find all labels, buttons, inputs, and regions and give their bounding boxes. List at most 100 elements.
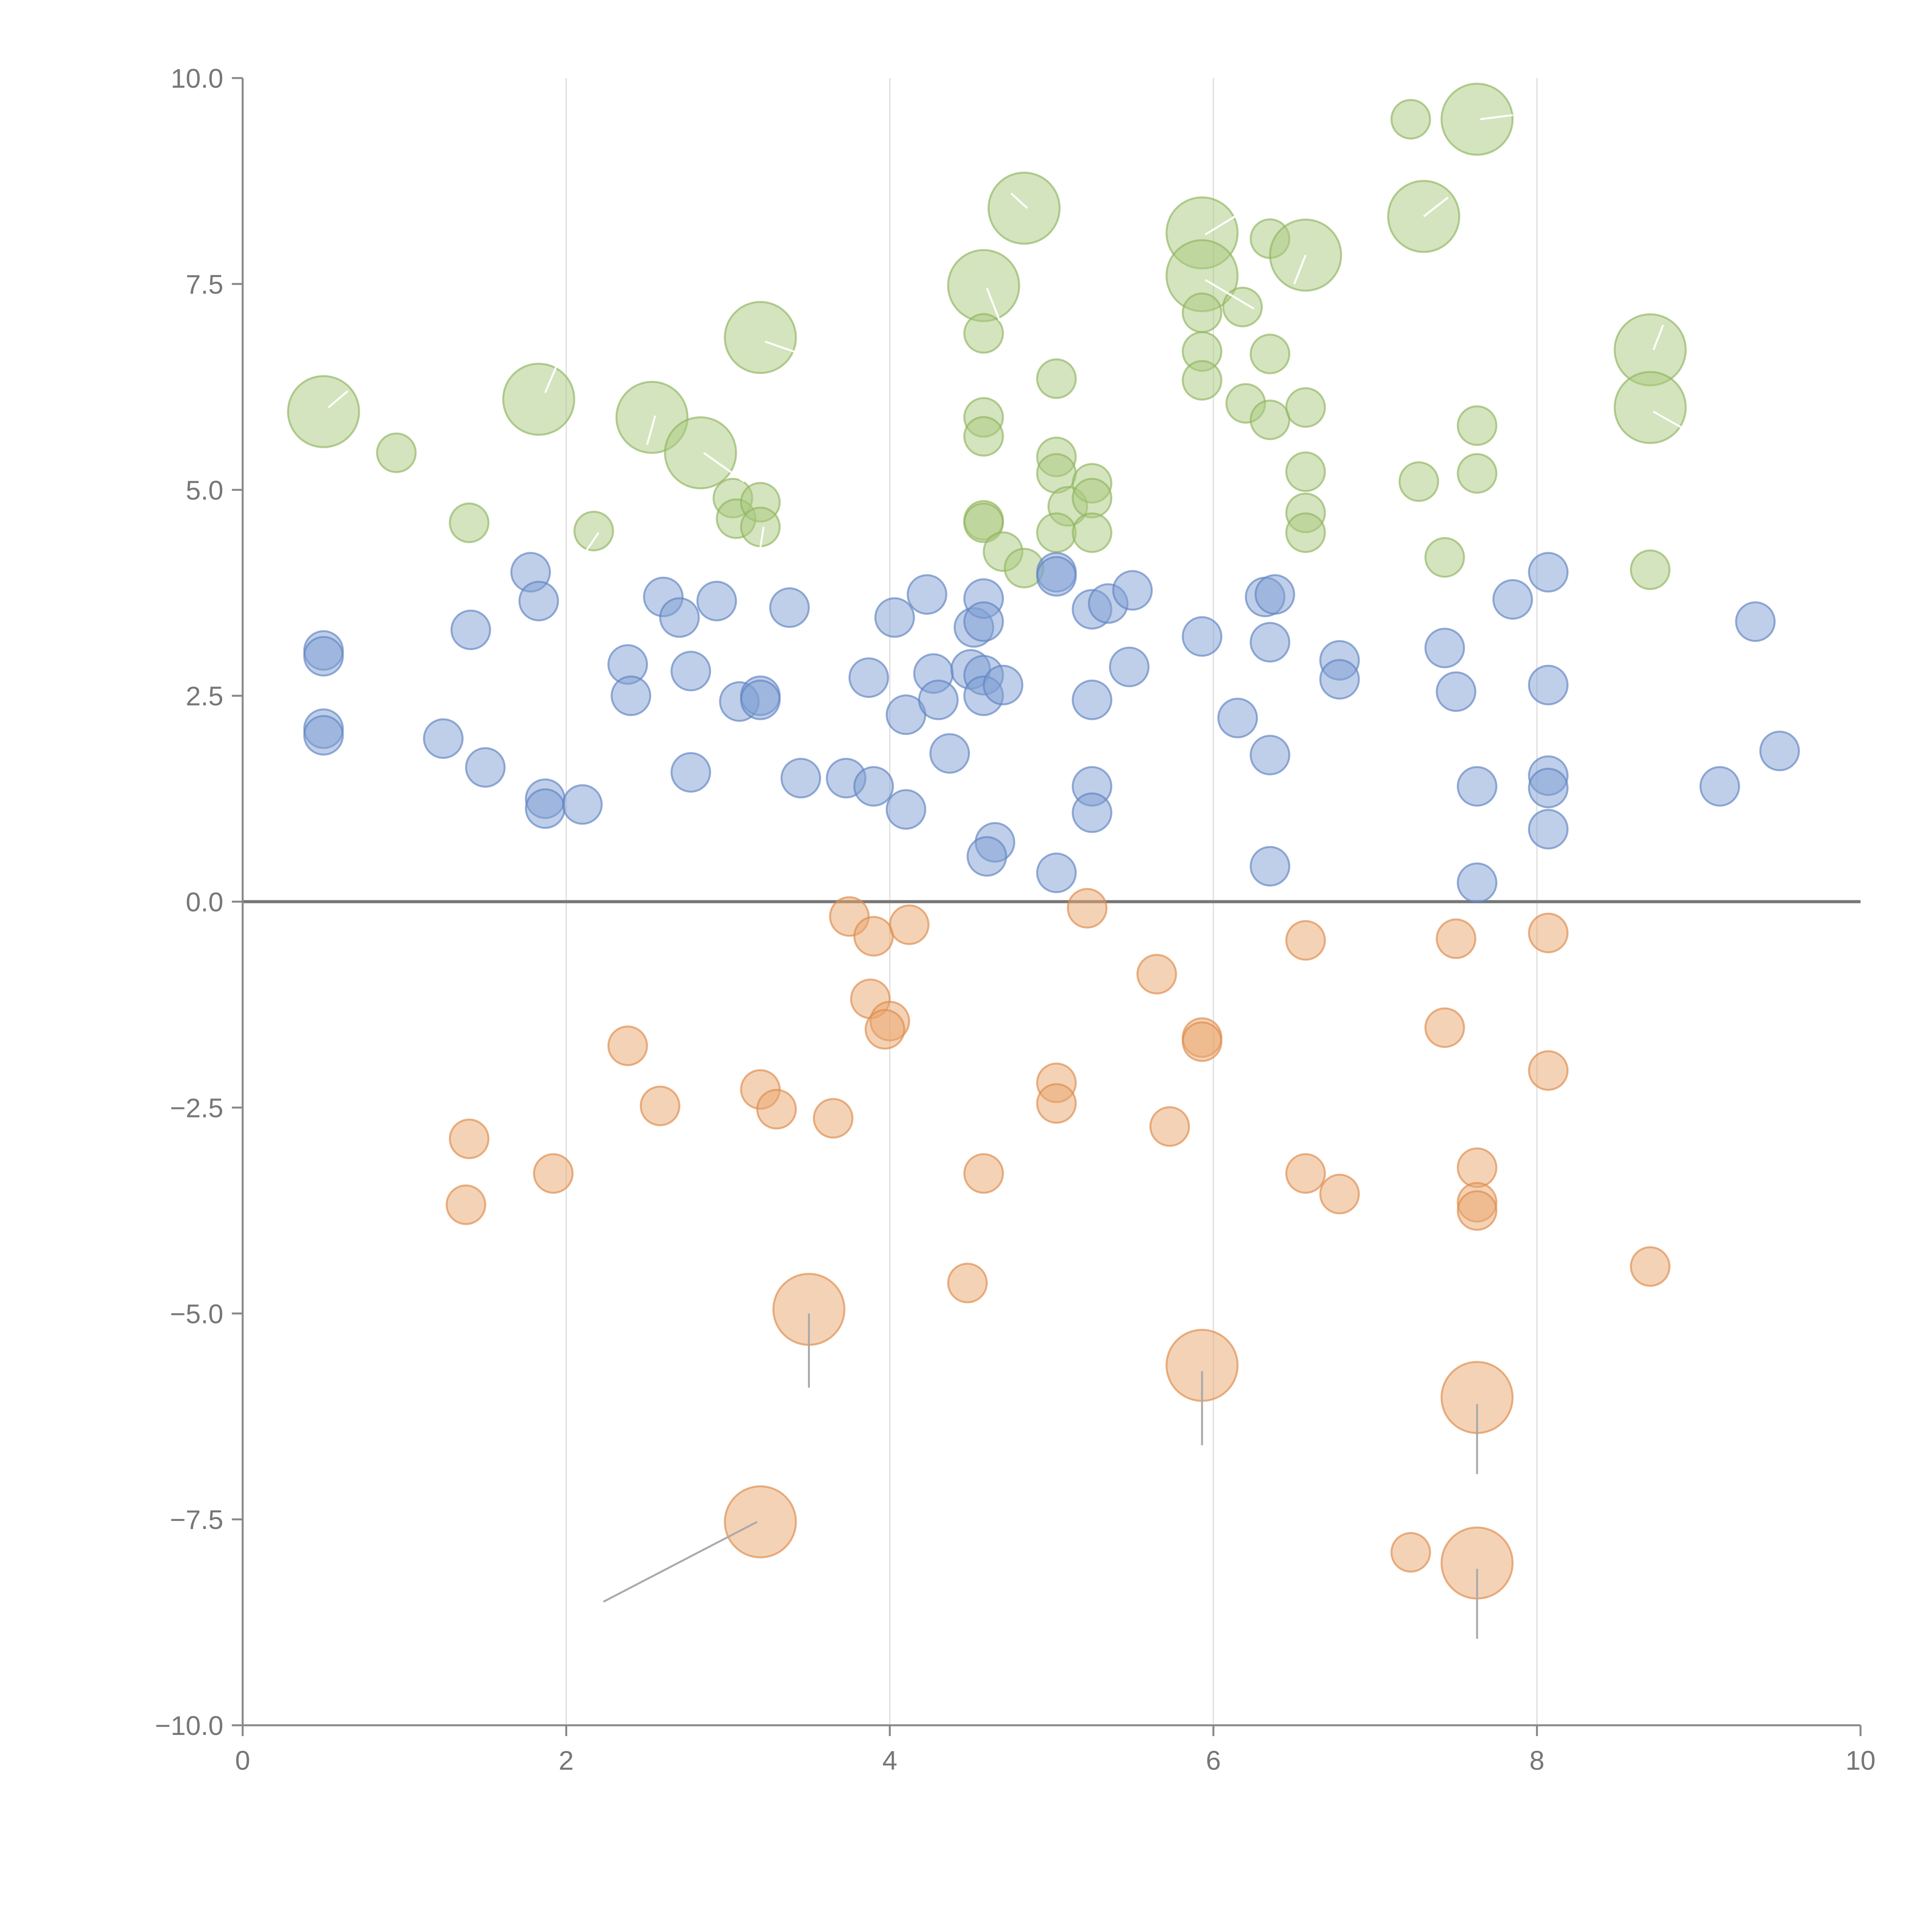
green-bubble: [1285, 512, 1326, 553]
green-bubble: [376, 432, 417, 473]
leader-line: [1652, 325, 1664, 350]
blue-bubble: [963, 601, 1004, 642]
orange-bubble: [1457, 1147, 1498, 1188]
axes: [232, 77, 1862, 1736]
leader-line: [986, 287, 1001, 321]
blue-bubble: [670, 651, 711, 692]
tick-labels: −10.0 −7.5 −5.0 −2.5 0.0 2.5 5.0 7.5 10.0 0 2 4 6 8 10: [155, 63, 1876, 1776]
blue-bubble: [781, 758, 821, 799]
green-bubble: [963, 416, 1004, 457]
orange-bubble: [607, 1026, 648, 1066]
y-tick-label: 7.5: [186, 269, 223, 299]
green-bubble: [1398, 461, 1439, 502]
green-bubble: [449, 502, 490, 543]
green-bubble: [1071, 512, 1112, 553]
green-bubble: [1390, 99, 1431, 140]
blue-bubble: [670, 752, 711, 793]
y-tick-label: 0.0: [186, 887, 223, 917]
green-bubble: [502, 362, 575, 436]
y-tick-label: 5.0: [186, 475, 223, 505]
leader-line: [1204, 209, 1247, 236]
green-bubble: [1424, 537, 1465, 578]
blue-bubble: [562, 784, 603, 825]
green-bubble: [287, 375, 360, 448]
orange-bubble: [1630, 1246, 1671, 1287]
blue-bubble: [886, 789, 927, 830]
blue-bubble: [303, 715, 344, 756]
x-tick-label: 6: [1206, 1745, 1221, 1776]
blue-bubble: [303, 636, 344, 677]
orange-bubble: [1285, 1153, 1326, 1194]
blue-bubble: [696, 581, 737, 622]
blue-bubble: [1250, 622, 1291, 663]
green-bubble: [1182, 292, 1223, 333]
leader-line: [603, 1521, 758, 1603]
leader-line: [1010, 192, 1028, 209]
leader-lines: [328, 114, 1683, 1639]
x-tick-label: 0: [235, 1745, 250, 1776]
orange-bubble: [889, 904, 930, 945]
y-tick-label: 2.5: [186, 681, 223, 711]
green-bubble: [664, 416, 737, 490]
green-bubble: [1182, 360, 1223, 401]
green-bubble: [1222, 287, 1263, 328]
x-tick-label: 10: [1845, 1745, 1876, 1776]
orange-bubble: [1424, 1007, 1465, 1048]
bubbles: [287, 83, 1800, 1600]
blue-bubble: [1250, 846, 1291, 887]
orange-bubble: [724, 1485, 797, 1559]
orange-bubble: [1390, 1532, 1431, 1573]
blue-bubble: [769, 587, 810, 628]
orange-bubble: [813, 1098, 854, 1139]
orange-bubble: [756, 1089, 797, 1130]
blue-bubble: [1071, 679, 1112, 720]
y-tick-label: 10.0: [171, 63, 223, 94]
orange-bubble: [446, 1184, 486, 1225]
blue-bubble: [1319, 659, 1360, 700]
blue-bubble: [1528, 665, 1569, 706]
blue-bubble: [1217, 697, 1258, 738]
blue-bubble: [918, 679, 959, 720]
blue-bubble: [1250, 735, 1291, 776]
orange-bubble: [449, 1118, 490, 1159]
blue-bubble: [1071, 792, 1112, 833]
blue-bubble: [1182, 616, 1223, 657]
leader-line: [585, 532, 600, 553]
x-tick-label: 2: [559, 1745, 574, 1776]
orange-bubble: [853, 916, 894, 957]
blue-bubble: [1492, 579, 1533, 620]
blue-bubble: [1699, 766, 1740, 807]
orange-bubble: [1136, 954, 1177, 995]
y-tick-label: −5.0: [170, 1299, 223, 1329]
green-bubble: [1614, 371, 1687, 444]
blue-bubble: [518, 581, 559, 622]
leader-line: [759, 527, 765, 548]
blue-bubble: [1528, 552, 1569, 593]
blue-bubble: [853, 766, 894, 807]
blue-bubble: [1528, 767, 1569, 808]
green-bubble: [1250, 333, 1291, 374]
x-tick-label: 8: [1529, 1745, 1544, 1776]
green-bubble: [963, 313, 1004, 354]
orange-bubble: [1285, 920, 1326, 961]
green-bubble: [1285, 451, 1326, 492]
blue-bubble: [525, 788, 566, 829]
leader-line: [703, 452, 745, 483]
green-bubble: [1250, 400, 1291, 440]
green-bubble: [1630, 549, 1671, 590]
leader-line: [1480, 114, 1513, 121]
blue-bubble: [465, 747, 506, 788]
leader-line: [1293, 255, 1307, 284]
blue-bubble: [929, 733, 970, 774]
green-bubble: [1071, 478, 1112, 519]
green-bubble: [740, 507, 781, 548]
blue-bubble: [1457, 862, 1498, 903]
green-bubble: [1457, 405, 1498, 446]
leader-line: [1423, 197, 1449, 218]
green-bubble: [1036, 512, 1077, 553]
leader-line: [328, 390, 349, 408]
blue-bubble: [659, 597, 700, 638]
blue-bubble: [1254, 574, 1295, 615]
blue-bubble: [1109, 646, 1150, 687]
